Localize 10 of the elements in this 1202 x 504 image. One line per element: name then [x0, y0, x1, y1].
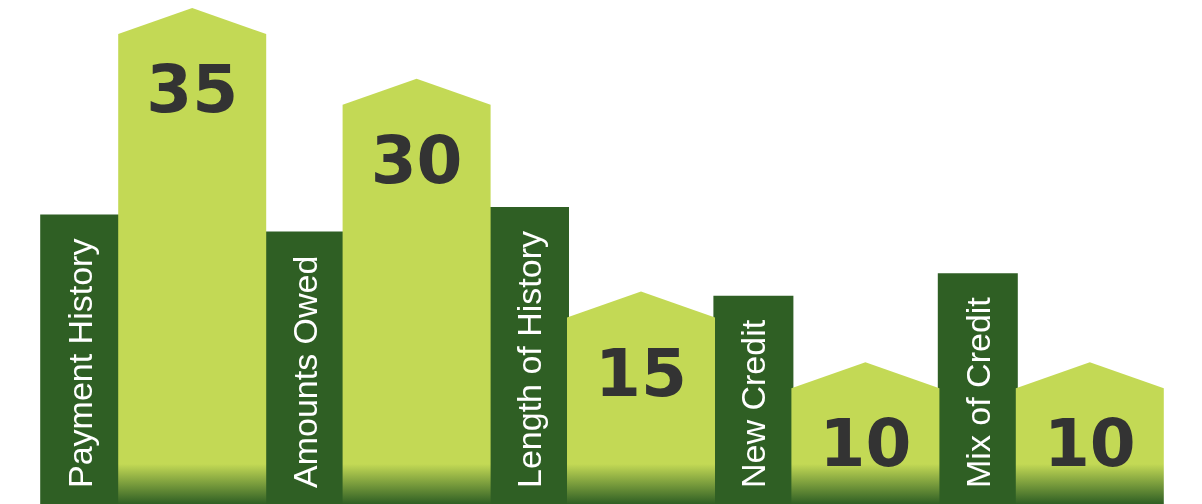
data-label: 15 — [595, 334, 687, 412]
x-tick-label: New Credit — [734, 319, 773, 488]
data-label: 35 — [146, 51, 239, 129]
x-tick-label: Length of History — [510, 230, 548, 488]
x-tick-label: Payment History — [61, 238, 100, 488]
data-label: 10 — [1043, 405, 1136, 483]
data-label: 10 — [819, 405, 912, 483]
data-label: 30 — [370, 122, 463, 199]
x-tick-label: Amounts Owed — [285, 255, 324, 488]
x-tick-label: Mix of Credit — [958, 296, 997, 488]
